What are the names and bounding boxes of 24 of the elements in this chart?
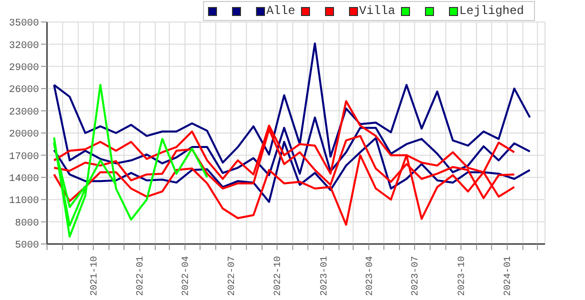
y-tick-label: 11000: [8, 196, 39, 208]
x-tick-label: 2022-10: [272, 256, 284, 296]
y-tick-label: 8000: [14, 218, 39, 230]
y-tick-label: 35000: [8, 18, 39, 30]
y-tick-label: 5000: [14, 240, 39, 252]
legend-label: Villa: [359, 4, 396, 18]
x-tick-label: 2022-07: [226, 256, 237, 296]
x-tick-label: 2023-01: [318, 256, 330, 296]
y-tick-label: 32000: [8, 40, 39, 52]
legend-label: Lejlighed: [459, 4, 524, 18]
y-tick-label: 26000: [8, 85, 39, 96]
x-tick-label: 2023-04: [364, 256, 375, 296]
legend-label: Alle: [266, 4, 296, 18]
y-tick-label: 14000: [8, 174, 39, 185]
y-tick-label: 17000: [8, 152, 39, 163]
x-tick-label: 2021-10: [88, 256, 100, 296]
x-tick-label: 2022-01: [134, 256, 146, 296]
y-tick-label: 29000: [8, 62, 39, 74]
x-tick-label: 2024-01: [502, 256, 514, 296]
x-tick-label: 2023-10: [456, 256, 467, 296]
y-tick-label: 20000: [8, 130, 39, 141]
x-tick-label: 2023-07: [410, 256, 421, 296]
x-tick-label: 2022-04: [180, 256, 191, 296]
y-tick-label: 23000: [8, 107, 39, 118]
